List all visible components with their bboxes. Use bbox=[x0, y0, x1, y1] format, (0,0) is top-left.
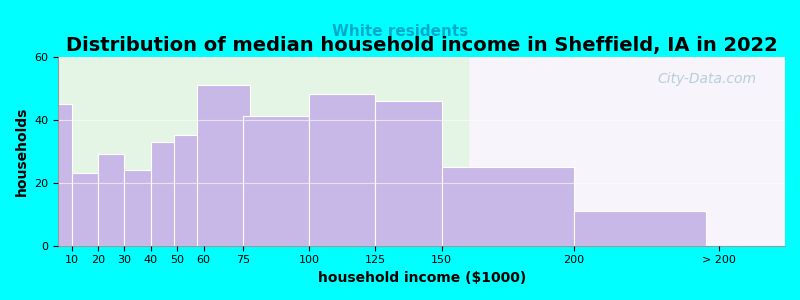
Bar bbox=[58, 57, 468, 246]
Title: Distribution of median household income in Sheffield, IA in 2022: Distribution of median household income … bbox=[66, 36, 778, 55]
Bar bbox=[72, 173, 98, 246]
Bar bbox=[243, 116, 310, 246]
Bar bbox=[442, 167, 574, 246]
Bar bbox=[98, 154, 125, 246]
Bar bbox=[197, 85, 250, 246]
Y-axis label: households: households bbox=[15, 106, 29, 196]
Text: City-Data.com: City-Data.com bbox=[657, 72, 756, 86]
X-axis label: household income ($1000): household income ($1000) bbox=[318, 271, 526, 285]
Bar bbox=[375, 101, 442, 246]
Bar bbox=[125, 170, 151, 246]
Bar bbox=[151, 142, 178, 246]
Bar bbox=[310, 94, 375, 246]
Bar bbox=[174, 135, 207, 246]
Bar bbox=[574, 211, 706, 246]
Bar bbox=[45, 104, 72, 246]
Text: White residents: White residents bbox=[332, 24, 468, 39]
